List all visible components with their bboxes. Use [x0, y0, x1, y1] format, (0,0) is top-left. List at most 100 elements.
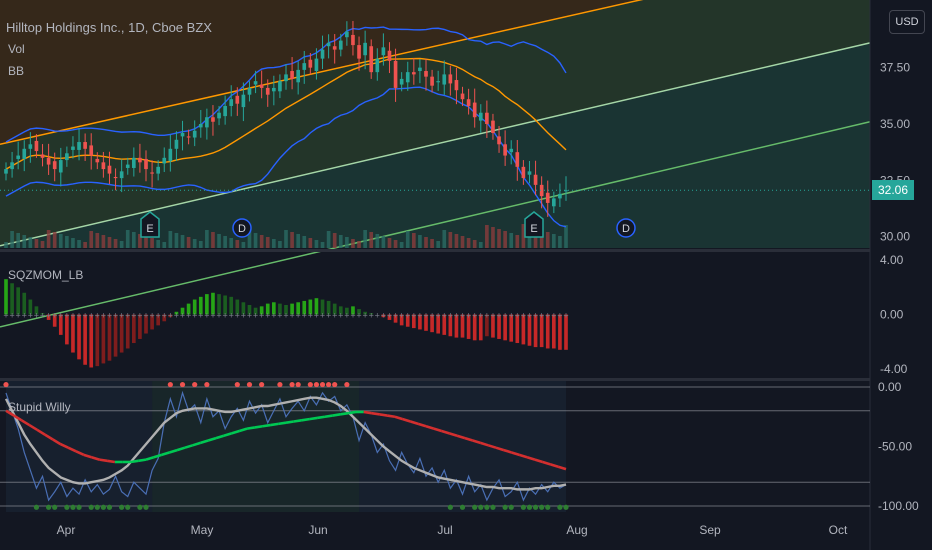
squeeze-cross: +: [162, 311, 167, 321]
squeeze-cross: +: [46, 311, 51, 321]
volume-bar: [552, 234, 556, 248]
momentum-bar: [369, 313, 374, 315]
momentum-bar: [132, 314, 136, 344]
candle-body: [125, 164, 130, 168]
squeeze-cross: +: [95, 311, 100, 321]
willy-ma-segment: [534, 458, 544, 464]
candle-body: [302, 63, 307, 70]
squeeze-cross: +: [521, 311, 526, 321]
candle-body: [217, 112, 221, 119]
squeeze-cross: +: [34, 311, 39, 321]
squeeze-cross: +: [253, 311, 258, 321]
squeeze-cross: +: [101, 311, 106, 321]
squeeze-cross: +: [89, 311, 94, 321]
volume-bar: [558, 236, 562, 248]
volume-bar: [223, 236, 227, 248]
willy-ma-segment: [550, 463, 559, 468]
currency-button[interactable]: USD: [889, 10, 925, 34]
channel-top-zone: [0, 0, 870, 145]
candle-body: [150, 172, 154, 174]
willy-ma-segment: [130, 459, 139, 464]
squeeze-cross: +: [302, 311, 307, 321]
candle-body: [211, 117, 215, 122]
candle-body: [180, 133, 185, 137]
volume-bar: [424, 237, 428, 248]
momentum-bar: [211, 292, 215, 315]
momentum-bar: [58, 314, 63, 335]
willy-tick-label: 0.00: [878, 380, 902, 394]
squeeze-cross: +: [265, 311, 270, 321]
squeeze-cross: +: [247, 311, 252, 321]
volume-bar: [320, 242, 325, 248]
candle-body: [338, 40, 343, 50]
volume-legend-label[interactable]: Vol: [8, 42, 25, 56]
squeeze-cross: +: [76, 311, 81, 321]
momentum-bar: [363, 311, 367, 315]
willy-ma-segment: [231, 429, 240, 435]
willy-ma-segment: [363, 410, 372, 415]
squeeze-cross: +: [198, 311, 203, 321]
volume-bar: [241, 242, 246, 248]
last-price-tag: 32.06: [872, 180, 914, 200]
candle-body: [156, 166, 160, 174]
time-axis-bg: [0, 514, 870, 550]
momentum-bar: [290, 303, 294, 315]
squeeze-cross: +: [557, 311, 562, 321]
stupid-willy-label[interactable]: Stupid Willy: [8, 400, 71, 414]
momentum-bar: [241, 302, 246, 315]
squeeze-cross: +: [192, 311, 197, 321]
willy-oversold-dot: [46, 504, 52, 510]
squeeze-cross: +: [204, 311, 209, 321]
volume-bar: [369, 232, 374, 248]
willy-ma-segment: [526, 455, 536, 461]
squeeze-cross: +: [229, 311, 234, 321]
momentum-bar: [144, 314, 148, 334]
momentum-bar: [83, 314, 87, 365]
squeeze-cross: +: [442, 311, 447, 321]
willy-overbought-dot: [344, 381, 350, 388]
pane-divider: [0, 249, 870, 252]
momentum-bar: [552, 314, 556, 349]
squeeze-cross: +: [563, 311, 568, 321]
volume-bar: [119, 241, 124, 248]
momentum-tick-label: 4.00: [880, 253, 904, 267]
momentum-bar: [180, 307, 185, 315]
momentum-bar: [217, 294, 221, 315]
volume-bar: [345, 237, 349, 248]
willy-oversold-dot: [502, 504, 508, 510]
squeeze-momentum-label[interactable]: SQZMOM_LB: [8, 268, 84, 282]
volume-bar: [375, 234, 380, 248]
candle-body: [265, 87, 270, 95]
momentum-bar: [162, 314, 167, 322]
volume-bar: [10, 231, 14, 248]
volume-bar: [40, 241, 45, 248]
willy-oversold-dot: [100, 504, 106, 510]
squeeze-cross: +: [296, 311, 301, 321]
candle-body: [95, 158, 100, 163]
willy-overbought-dot: [234, 381, 240, 388]
momentum-bar: [247, 304, 252, 315]
candle-body: [478, 112, 483, 121]
candle-body: [132, 157, 136, 168]
willy-ma-segment: [176, 446, 186, 452]
symbol-title[interactable]: Hilltop Holdings Inc., 1D, Cboe BZX: [6, 20, 212, 35]
willy-ma-segment: [332, 413, 341, 417]
candle-body: [491, 120, 495, 134]
willy-ma-segment: [503, 448, 512, 454]
willy-ma-segment: [28, 423, 38, 431]
willy-ma-segment: [200, 439, 209, 445]
willy-ma-segment: [472, 439, 481, 445]
volume-bar: [363, 230, 367, 248]
volume-bar: [533, 228, 538, 248]
bollinger-legend-label[interactable]: BB: [8, 64, 25, 78]
volume-bar: [34, 239, 39, 248]
candle-body: [399, 78, 404, 85]
willy-oversold-dot: [557, 504, 563, 510]
momentum-bar: [326, 300, 331, 315]
volume-bar: [192, 239, 197, 248]
volume-bar: [290, 232, 294, 248]
willy-oversold-dot: [143, 504, 149, 510]
volume-bar: [430, 239, 434, 248]
squeeze-cross: +: [22, 311, 27, 321]
volume-bar: [472, 240, 477, 248]
